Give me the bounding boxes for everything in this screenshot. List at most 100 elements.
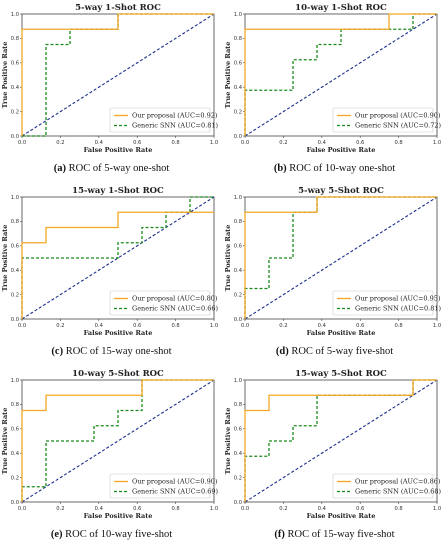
y-axis-label: True Positive Rate <box>224 42 232 109</box>
x-tick-label: 0.2 <box>56 506 64 512</box>
x-tick-label: 0.8 <box>394 140 402 146</box>
panel-letter: (b) <box>273 163 287 174</box>
series-line-our-proposal <box>21 13 214 136</box>
y-tick-label: 0.8 <box>11 402 19 408</box>
x-tick-label: 0.8 <box>171 323 179 329</box>
legend-entry-label: Generic SNN (AUC=0.66) <box>132 305 218 313</box>
legend-entry-label: Our proposal (AUC=0.80) <box>132 295 218 303</box>
roc-panel: 10-way 5-Shot ROC 0.0 0.2 0.4 0.6 0.8 1.0 0.0 0.… <box>0 366 223 549</box>
y-axis-label: True Positive Rate <box>224 408 232 475</box>
roc-panel: 15-way 1-Shot ROC 0.0 0.2 0.4 0.6 0.8 1.0 0.0 0.… <box>0 183 223 366</box>
x-tick-label: 0.2 <box>56 323 64 329</box>
y-axis-label: True Positive Rate <box>1 225 9 292</box>
legend-box <box>109 107 211 133</box>
x-tick-label: 0.4 <box>318 140 327 146</box>
y-tick-label: 0.4 <box>11 451 20 457</box>
y-tick-label: 0.8 <box>11 36 19 42</box>
y-tick-label: 0.2 <box>11 109 19 115</box>
legend-box <box>332 473 434 499</box>
roc-panel: 10-way 1-Shot ROC 0.0 0.2 0.4 0.6 0.8 1.0 0.0 0.… <box>223 0 446 183</box>
legend-box <box>109 290 211 316</box>
y-tick-label: 0.4 <box>11 85 20 91</box>
roc-chart: 10-way 1-Shot ROC 0.0 0.2 0.4 0.6 0.8 1.0 0.0 0.… <box>224 3 441 154</box>
series-line-generic-snn <box>244 13 437 136</box>
panel-caption-text: ROC of 10-way five-shot <box>65 529 173 540</box>
legend: Our proposal (AUC=0.90) Generic SNN (AUC=… <box>109 473 218 499</box>
y-tick-label: 0.0 <box>234 134 242 140</box>
x-tick-label: 0.6 <box>356 506 364 512</box>
x-tick-label: 0.0 <box>18 323 26 329</box>
x-tick-label: 0.6 <box>133 323 141 329</box>
x-tick-label: 1.0 <box>210 323 218 329</box>
x-tick-label: 0.0 <box>241 506 249 512</box>
series-line-our-proposal <box>244 196 437 319</box>
legend-entry-label: Generic SNN (AUC=0.68) <box>355 488 441 496</box>
chance-diagonal-line <box>244 379 438 503</box>
legend-box <box>332 290 434 316</box>
y-tick-label: 0.0 <box>234 317 242 323</box>
x-axis-label: False Positive Rate <box>307 512 376 520</box>
legend-entry-label: Our proposal (AUC=0.86) <box>355 478 441 486</box>
legend-box <box>109 473 211 499</box>
series-line-generic-snn <box>21 196 214 319</box>
y-tick-label: 1.0 <box>11 378 19 384</box>
chance-diagonal-line <box>21 13 215 137</box>
series-line-our-proposal <box>244 379 437 502</box>
series-line-our-proposal <box>21 211 214 319</box>
x-tick-label: 1.0 <box>433 323 441 329</box>
y-tick-label: 0.4 <box>11 268 20 274</box>
y-axis-label: True Positive Rate <box>1 42 9 109</box>
y-tick-label: 1.0 <box>11 195 19 201</box>
panel-letter: (d) <box>275 346 289 357</box>
x-tick-label: 0.8 <box>394 323 402 329</box>
panel-caption-text: ROC of 10-way one-shot <box>289 163 396 174</box>
y-tick-label: 0.0 <box>234 500 242 506</box>
panel-letter: (f) <box>274 529 285 540</box>
y-tick-label: 0.6 <box>11 61 19 67</box>
x-tick-label: 0.4 <box>95 323 104 329</box>
x-tick-label: 1.0 <box>433 506 441 512</box>
x-tick-label: 0.6 <box>133 140 141 146</box>
x-tick-label: 1.0 <box>210 506 218 512</box>
legend: Our proposal (AUC=0.86) Generic SNN (AUC=… <box>332 473 441 499</box>
y-axis-label: True Positive Rate <box>224 225 232 292</box>
y-tick-label: 0.2 <box>11 475 19 481</box>
x-tick-label: 0.6 <box>356 140 364 146</box>
x-tick-label: 0.0 <box>18 140 26 146</box>
chart-title: 5-way 5-Shot ROC <box>298 186 384 196</box>
x-axis-label: False Positive Rate <box>307 329 376 337</box>
legend-box <box>332 107 434 133</box>
x-tick-label: 0.4 <box>95 506 104 512</box>
series-line-our-proposal <box>21 379 214 502</box>
panel-caption-text: ROC of 5-way one-shot <box>68 163 170 174</box>
y-tick-label: 0.6 <box>11 427 19 433</box>
x-tick-label: 0.8 <box>171 140 179 146</box>
y-tick-label: 0.6 <box>234 427 242 433</box>
x-tick-label: 0.2 <box>279 323 287 329</box>
legend: Our proposal (AUC=0.90) Generic SNN (AUC=… <box>332 107 441 133</box>
x-tick-label: 0.0 <box>18 506 26 512</box>
panel-caption: (b) ROC of 10-way one-shot <box>223 160 446 178</box>
series-line-generic-snn <box>244 379 437 502</box>
chart-title: 10-way 5-Shot ROC <box>72 369 164 379</box>
legend-entry-label: Generic SNN (AUC=0.69) <box>132 488 218 496</box>
x-axis-label: False Positive Rate <box>84 329 153 337</box>
panel-caption-text: ROC of 5-way five-shot <box>291 346 394 357</box>
x-axis-label: False Positive Rate <box>307 146 376 154</box>
x-tick-label: 0.4 <box>318 506 327 512</box>
panel-letter: (e) <box>50 529 63 540</box>
y-tick-label: 0.2 <box>234 109 242 115</box>
y-tick-label: 0.4 <box>234 268 243 274</box>
x-axis-label: False Positive Rate <box>84 512 153 520</box>
legend-entry-label: Generic SNN (AUC=0.72) <box>355 122 441 130</box>
legend-entry-label: Generic SNN (AUC=0.81) <box>132 122 218 130</box>
x-tick-label: 0.2 <box>56 140 64 146</box>
roc-chart: 10-way 5-Shot ROC 0.0 0.2 0.4 0.6 0.8 1.0 0.0 0.… <box>1 369 218 520</box>
panel-letter: (c) <box>51 346 64 357</box>
chance-diagonal-line <box>21 379 215 503</box>
series-line-our-proposal <box>244 13 437 136</box>
roc-chart: 5-way 5-Shot ROC 0.0 0.2 0.4 0.6 0.8 1.0 0.0 0.2… <box>224 186 441 337</box>
roc-chart: 15-way 1-Shot ROC 0.0 0.2 0.4 0.6 0.8 1.0 0.0 0.… <box>1 186 218 337</box>
y-tick-label: 0.6 <box>11 244 19 250</box>
